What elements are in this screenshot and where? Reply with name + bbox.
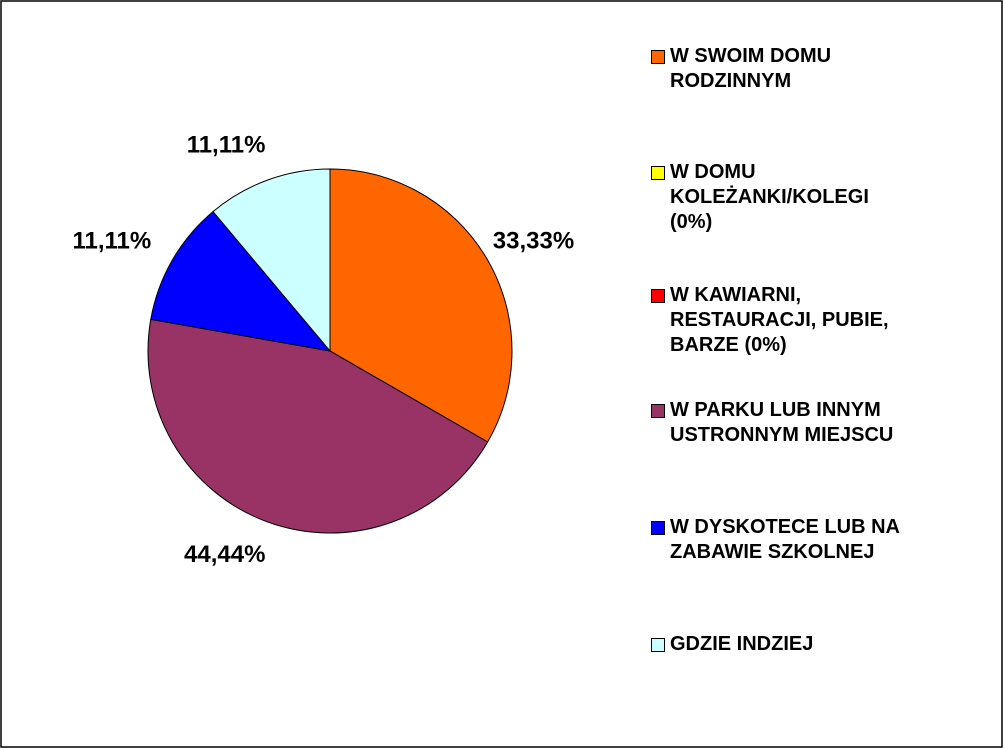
legend-swatch — [651, 289, 665, 303]
legend-swatch — [651, 50, 665, 64]
legend-item: W SWOIM DOMU RODZINNYM — [651, 44, 831, 94]
data-label: 11,11% — [72, 227, 151, 254]
legend-item: GDZIE INDZIEJ — [651, 632, 813, 657]
data-label: 11,11% — [187, 131, 266, 158]
legend-swatch — [651, 521, 665, 535]
pie-slice — [150, 210, 332, 352]
pie-slice — [329, 168, 513, 443]
legend-item: W PARKU LUB INNYM USTRONNYM MIEJSCU — [651, 398, 893, 448]
legend-swatch — [651, 638, 665, 652]
legend-item: W KAWIARNI, RESTAURACJI, PUBIE, BARZE (0… — [651, 283, 889, 358]
legend-label: GDZIE INDZIEJ — [670, 633, 814, 655]
legend-swatch — [651, 166, 665, 180]
legend-item: W DOMU KOLEŻANKI/KOLEGI (0%) — [651, 160, 869, 235]
legend-label: W KAWIARNI, RESTAURACJI, PUBIE, BARZE (0… — [670, 284, 889, 356]
data-label: 44,44% — [184, 541, 265, 568]
legend-label: W PARKU LUB INNYM USTRONNYM MIEJSCU — [670, 399, 894, 446]
legend-item: W DYSKOTECE LUB NA ZABAWIE SZKOLNEJ — [651, 515, 900, 565]
data-label: 33,33% — [493, 227, 574, 254]
legend-label: W DYSKOTECE LUB NA ZABAWIE SZKOLNEJ — [670, 516, 900, 563]
pie-slice — [147, 318, 489, 534]
legend-label: W DOMU KOLEŻANKI/KOLEGI (0%) — [670, 161, 869, 233]
legend-swatch — [651, 404, 665, 418]
pie-slice — [212, 168, 331, 353]
legend-label: W SWOIM DOMU RODZINNYM — [670, 45, 832, 92]
